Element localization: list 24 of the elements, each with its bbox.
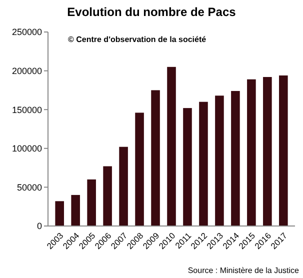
- y-tick-label: 0: [36, 221, 42, 232]
- bar: [71, 194, 80, 226]
- bar: [119, 146, 128, 226]
- annotation: © Centre d'observation de la société: [68, 35, 207, 44]
- bar: [279, 75, 288, 226]
- y-tick-label: 250000: [12, 27, 42, 38]
- bar: [55, 201, 64, 226]
- bar: [183, 108, 192, 226]
- bar: [199, 102, 208, 226]
- y-tick-label: 100000: [12, 144, 42, 154]
- y-tick-label: 150000: [12, 104, 42, 115]
- bar: [215, 96, 224, 226]
- y-tick-label: 200000: [12, 66, 42, 76]
- bar: [247, 79, 256, 226]
- bar: [263, 77, 272, 226]
- bar: [151, 90, 160, 226]
- bar: [167, 66, 176, 226]
- bar: [103, 166, 112, 226]
- bar: [135, 112, 144, 226]
- chart-title: Evolution du nombre de Pacs: [67, 5, 236, 19]
- y-tick-label: 50000: [16, 182, 42, 192]
- bar: [87, 179, 96, 226]
- source-note: Source : Ministère de la Justice: [188, 266, 300, 275]
- bar: [231, 90, 240, 226]
